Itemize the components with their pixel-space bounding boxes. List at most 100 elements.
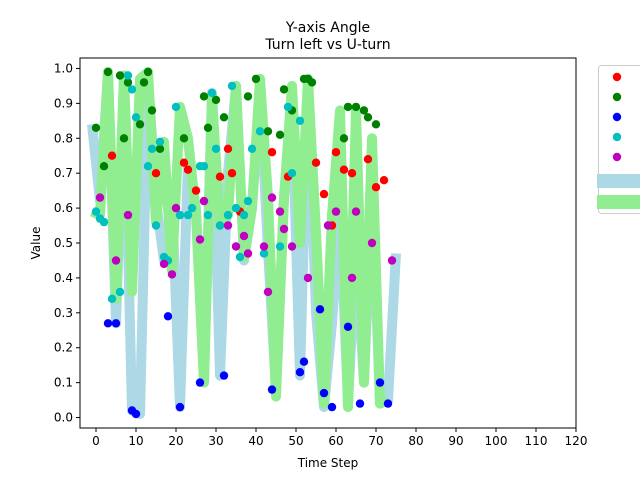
series-4-point — [115, 287, 125, 297]
series-2-point — [275, 130, 285, 139]
series-4-point — [199, 162, 209, 171]
series-3-point — [175, 402, 185, 412]
series-4-point — [123, 71, 133, 80]
legend-marker-series-3 — [612, 112, 622, 122]
series-5-point — [95, 193, 105, 202]
series-5-point — [275, 207, 285, 216]
y-tick-label: 0.3 — [54, 306, 73, 320]
series-2-point — [339, 134, 349, 143]
series-5-point — [331, 207, 341, 216]
bands-layer — [87, 67, 401, 419]
series-1-point — [347, 169, 357, 178]
x-tick-label: 30 — [208, 434, 223, 448]
series-5-point — [239, 231, 249, 241]
x-tick-label: 90 — [448, 434, 463, 448]
series-5-point — [199, 196, 209, 206]
series-3-point — [319, 388, 329, 398]
legend-marker-series-5 — [612, 152, 622, 162]
series-3-point — [295, 368, 305, 377]
series-5-point — [167, 270, 177, 279]
series-4-point — [243, 196, 253, 206]
series-2-point — [199, 92, 209, 101]
series-1-point — [179, 158, 189, 167]
series-5-point — [259, 242, 269, 251]
series-5-point — [123, 210, 133, 220]
legend-marker-series-2 — [612, 92, 622, 102]
y-tick-label: 0.7 — [54, 166, 73, 180]
series-5-point — [223, 221, 233, 230]
y-tick-label: 0.1 — [54, 376, 73, 390]
series-4-point — [155, 137, 165, 146]
series-5-point — [231, 242, 241, 251]
series-4-point — [107, 294, 117, 303]
series-5-point — [263, 287, 273, 297]
series-4-point — [147, 144, 157, 153]
series-3-point — [163, 312, 173, 321]
series-1-point — [319, 189, 329, 199]
series-1-point — [311, 158, 321, 167]
series-2-point — [203, 123, 213, 132]
series-4-point — [259, 249, 269, 258]
series-5-point — [303, 273, 313, 283]
legend-swatch-band-2 — [597, 195, 640, 209]
chart-title: Y-axis Angle — [285, 20, 370, 36]
x-axis: 0 10 20 30 40 50 60 70 80 90 100 110 120 — [92, 428, 587, 448]
x-tick-label: 80 — [408, 434, 423, 448]
series-2-point — [343, 102, 353, 112]
series-2-point — [179, 134, 189, 143]
series-2-point — [139, 78, 149, 87]
series-2-point — [211, 95, 221, 105]
series-2-point — [251, 74, 261, 84]
series-1-point — [363, 155, 373, 164]
y-tick-label: 1.0 — [54, 61, 73, 75]
y-tick-label: 0.0 — [54, 411, 73, 425]
series-2-point — [359, 106, 369, 115]
series-3-point — [375, 378, 385, 387]
band-2 — [89, 67, 391, 413]
series-1-point — [379, 176, 389, 185]
series-3-point — [111, 319, 121, 328]
series-2-point — [371, 120, 381, 129]
legend-marker-series-4 — [612, 132, 622, 142]
series-1-point — [267, 148, 277, 157]
series-4-point — [223, 210, 233, 220]
x-tick-label: 40 — [248, 434, 263, 448]
x-tick-label: 50 — [288, 434, 303, 448]
legend-marker-series-1 — [612, 72, 622, 82]
x-tick-label: 70 — [368, 434, 383, 448]
legend-swatch-band-1 — [597, 174, 640, 188]
series-3-point — [299, 357, 309, 366]
series-5-point — [111, 256, 121, 265]
series-2-point — [351, 102, 361, 112]
series-2-point — [243, 92, 253, 101]
series-4-point — [295, 116, 305, 126]
series-3-point — [327, 402, 337, 412]
series-5-point — [267, 193, 277, 202]
x-tick-label: 100 — [485, 434, 508, 448]
y-tick-label: 0.6 — [54, 201, 73, 215]
series-5-point — [159, 259, 169, 269]
points-layer — [91, 67, 397, 419]
series-1-point — [371, 183, 381, 192]
series-4-point — [91, 207, 101, 216]
series-4-point — [183, 210, 193, 220]
series-4-point — [127, 85, 137, 94]
series-2-point — [103, 67, 113, 77]
series-3-point — [131, 409, 141, 419]
series-1-point — [107, 151, 117, 160]
series-2-point — [279, 85, 289, 94]
series-4-point — [235, 252, 245, 262]
series-3-point — [195, 378, 205, 387]
series-5-point — [367, 238, 377, 248]
series-5-point — [323, 221, 333, 230]
series-1-point — [227, 169, 237, 178]
x-tick-label: 120 — [565, 434, 588, 448]
series-2-point — [135, 120, 145, 129]
series-2-point — [119, 134, 129, 143]
series-1-point — [191, 186, 201, 195]
x-tick-label: 60 — [328, 434, 343, 448]
series-2-point — [99, 162, 109, 171]
series-1-point — [331, 148, 341, 157]
series-4-point — [131, 113, 141, 122]
